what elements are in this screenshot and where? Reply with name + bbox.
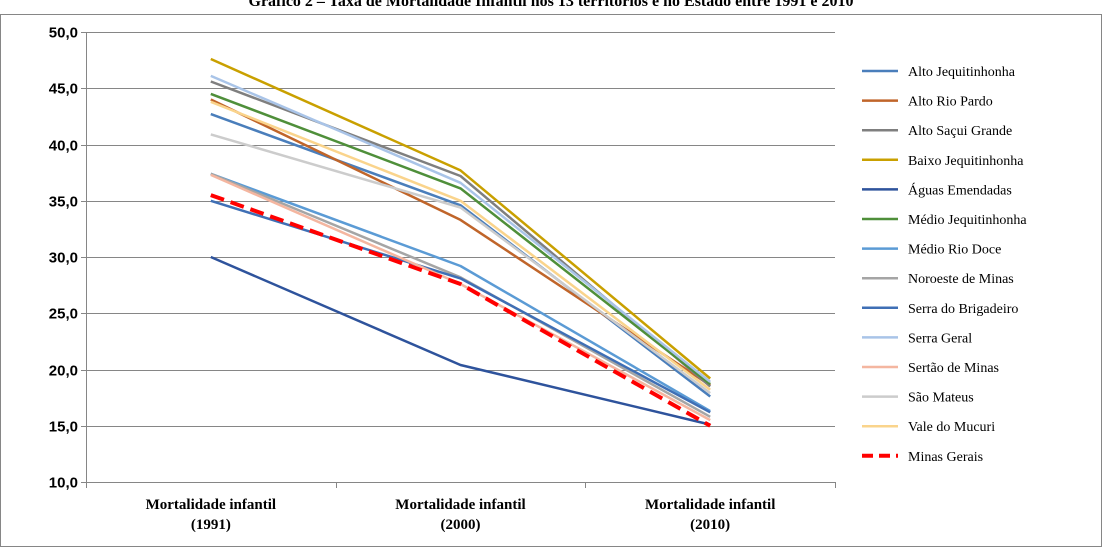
- axes: [86, 32, 836, 488]
- legend-label: Águas Emendadas: [908, 181, 1012, 198]
- y-tick-label: 15,0: [49, 419, 78, 436]
- series-line: [210, 133, 711, 395]
- legend-label: Minas Gerais: [908, 450, 983, 465]
- series-line: [210, 74, 711, 383]
- legend-label: São Mateus: [908, 391, 974, 406]
- legend-label: Alto Jequitinhonha: [908, 65, 1016, 80]
- series-line: [210, 255, 711, 426]
- legend-label: Médio Rio Doce: [908, 243, 1001, 258]
- legend-label: Baixo Jequitinhonha: [908, 154, 1024, 169]
- x-axis-categories: Mortalidade infantil (1991) Mortalidade in…: [146, 497, 776, 533]
- y-tick-label: 30,0: [49, 250, 78, 267]
- legend-label: Alto Saçui Grande: [908, 124, 1012, 139]
- chart-title: Gráfico 2 – Taxa de Mortalidade Infantil…: [248, 0, 854, 10]
- legend-label: Noroeste de Minas: [908, 272, 1014, 287]
- y-tick-label: 45,0: [49, 81, 78, 98]
- x-category-label: (1991): [191, 517, 231, 533]
- series-line: [210, 100, 711, 391]
- x-category-label: (2000): [441, 517, 481, 533]
- y-tick-label: 35,0: [49, 194, 78, 211]
- series-line: [210, 172, 711, 413]
- x-category-label: Mortalidade infantil: [146, 497, 276, 513]
- y-tick-label: 20,0: [49, 363, 78, 380]
- series-line: [210, 57, 712, 380]
- x-category-label: (2010): [690, 517, 730, 533]
- series-line: [210, 193, 712, 428]
- legend: Alto Jequitinhonha Alto Rio Pardo Alto Saç…: [862, 65, 1027, 465]
- legend-label: Serra Geral: [908, 331, 972, 346]
- x-category-label: Mortalidade infantil: [395, 497, 525, 513]
- y-tick-label: 40,0: [49, 138, 78, 155]
- y-tick-label: 50,0: [49, 25, 78, 42]
- y-tick-label: 25,0: [49, 306, 78, 323]
- series-lines: [210, 57, 712, 428]
- legend-label: Alto Rio Pardo: [908, 95, 993, 110]
- legend-label: Médio Jequitinhonha: [908, 213, 1027, 228]
- y-tick-label: 10,0: [49, 475, 78, 492]
- legend-label: Sertão de Minas: [908, 361, 999, 376]
- legend-label: Serra do Brigadeiro: [908, 302, 1018, 317]
- x-category-label: Mortalidade infantil: [645, 497, 775, 513]
- series-line: [210, 92, 711, 386]
- legend-label: Vale do Mucuri: [908, 420, 995, 435]
- y-axis-ticks: 10,0 15,0 20,0 25,0 30,0 35,0 40,0 45,0 50,0: [49, 25, 86, 492]
